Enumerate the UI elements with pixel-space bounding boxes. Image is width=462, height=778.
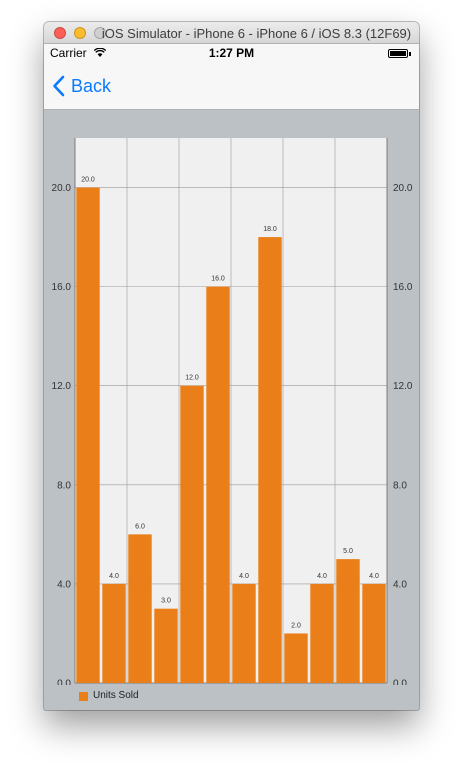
chevron-left-icon bbox=[53, 75, 65, 97]
window-title: iOS Simulator - iPhone 6 - iPhone 6 / iO… bbox=[101, 26, 412, 41]
status-time: 1:27 PM bbox=[208, 46, 255, 60]
simulator-window: iOS Simulator - iPhone 6 - iPhone 6 / iO… bbox=[44, 22, 419, 710]
bar bbox=[258, 237, 282, 683]
bar bbox=[336, 559, 360, 683]
data-label: 3.0 bbox=[161, 598, 171, 605]
back-label: Back bbox=[71, 76, 112, 96]
bar bbox=[232, 583, 256, 683]
y-tick-label-right: 16.0 bbox=[393, 282, 413, 293]
legend-swatch bbox=[79, 692, 88, 701]
legend-label: Units Sold bbox=[93, 690, 139, 701]
bar bbox=[154, 608, 178, 683]
data-label: 12.0 bbox=[185, 375, 199, 382]
battery-icon bbox=[388, 49, 408, 58]
bar bbox=[102, 583, 126, 683]
navigation-bar: Back bbox=[44, 64, 419, 110]
data-label: 4.0 bbox=[317, 573, 327, 580]
bar bbox=[76, 187, 100, 683]
data-label: 20.0 bbox=[81, 177, 95, 184]
bar bbox=[362, 583, 386, 683]
bar-chart: 0.0 0.0 4.0 4.0 8.0 8.0 12.0 12.0 16.0 16.0 20.0 20… bbox=[52, 138, 413, 700]
data-label: 16.0 bbox=[211, 276, 225, 283]
y-tick-label-right: 12.0 bbox=[393, 381, 413, 392]
bar bbox=[310, 583, 334, 683]
data-label: 18.0 bbox=[263, 226, 277, 233]
y-tick-label-right: 0.0 bbox=[393, 679, 407, 686]
bar bbox=[180, 385, 204, 683]
y-tick-label-right: 8.0 bbox=[393, 480, 407, 491]
wifi-icon bbox=[94, 48, 106, 57]
bar bbox=[128, 534, 152, 683]
y-tick-label-left: 0.0 bbox=[57, 679, 71, 686]
y-tick-label-right: 20.0 bbox=[393, 183, 413, 194]
y-tick-label-left: 8.0 bbox=[57, 480, 71, 491]
minimize-button[interactable] bbox=[74, 27, 86, 39]
data-label: 5.0 bbox=[343, 548, 353, 555]
battery-tip bbox=[409, 52, 411, 56]
bar bbox=[284, 633, 308, 683]
bar bbox=[206, 286, 230, 683]
carrier-label: Carrier bbox=[50, 46, 87, 60]
y-tick-label-left: 16.0 bbox=[52, 282, 72, 293]
data-label: 4.0 bbox=[239, 573, 249, 580]
status-bar: Carrier 1:27 PM bbox=[44, 44, 419, 64]
data-label: 4.0 bbox=[109, 573, 119, 580]
data-label: 6.0 bbox=[135, 523, 145, 530]
y-tick-label-left: 12.0 bbox=[52, 381, 72, 392]
y-tick-label-left: 4.0 bbox=[57, 579, 71, 590]
data-label: 2.0 bbox=[291, 622, 301, 629]
zoom-button[interactable] bbox=[94, 27, 106, 39]
y-tick-label-right: 4.0 bbox=[393, 579, 407, 590]
close-button[interactable] bbox=[54, 27, 66, 39]
chart-area: 0.0 0.0 4.0 4.0 8.0 8.0 12.0 12.0 16.0 16.0 20.0 20… bbox=[44, 110, 419, 710]
data-label: 4.0 bbox=[369, 573, 379, 580]
y-tick-label-left: 20.0 bbox=[52, 183, 72, 194]
window-titlebar: iOS Simulator - iPhone 6 - iPhone 6 / iO… bbox=[44, 22, 419, 44]
